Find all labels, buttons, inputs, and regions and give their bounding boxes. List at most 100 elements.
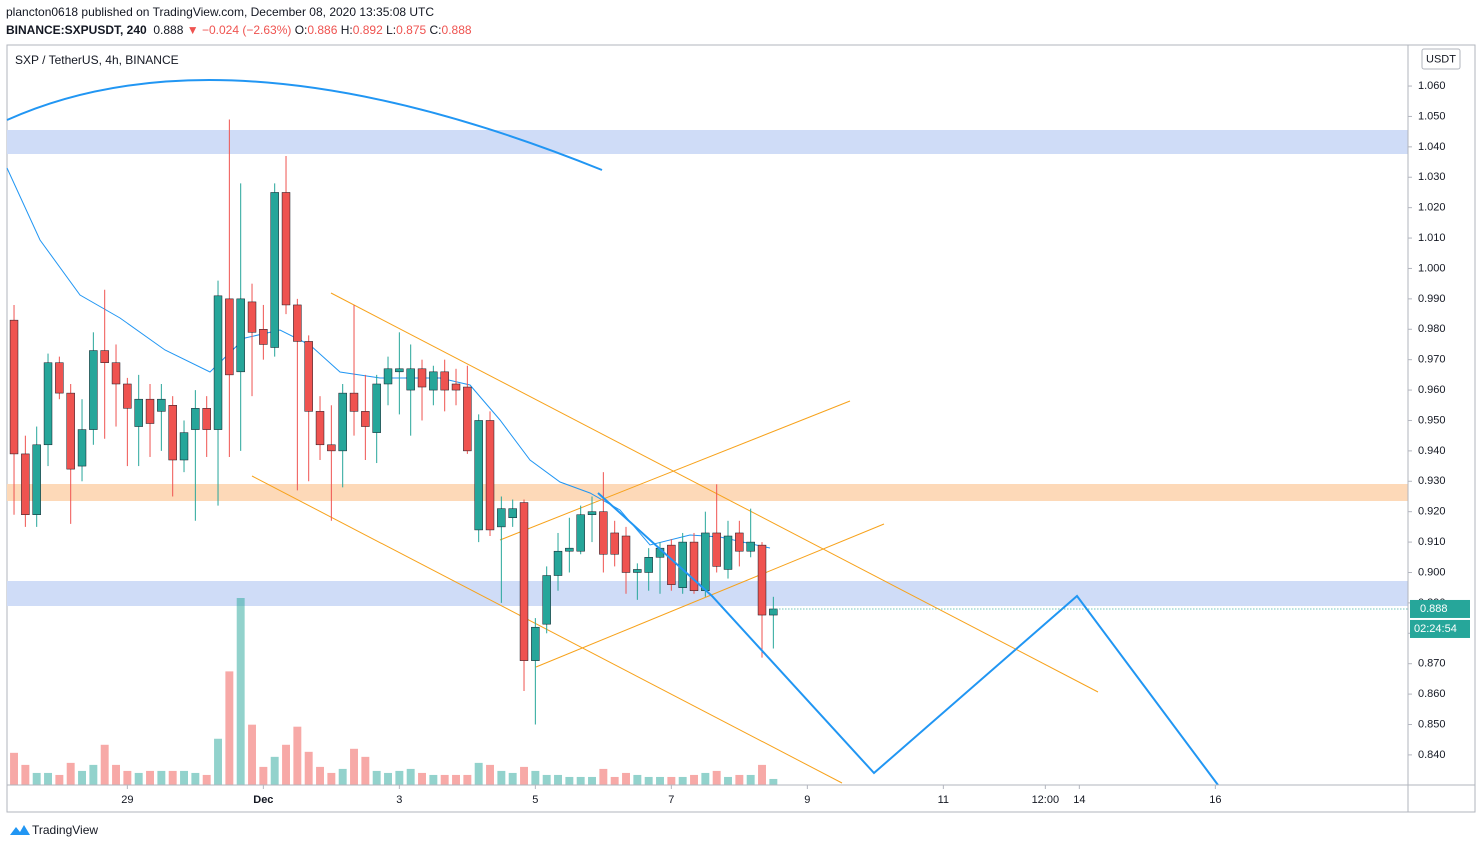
volume-bar xyxy=(542,774,551,785)
candle-body xyxy=(565,547,574,552)
change: ▼ −0.024 (−2.63%) xyxy=(186,23,292,37)
volume-bar xyxy=(588,776,596,785)
y-tick-label: 0.840 xyxy=(1418,749,1446,761)
candle-body xyxy=(111,362,121,385)
quote-line: BINANCE:SXPUSDT, 240 0.888 ▼ −0.024 (−2.… xyxy=(6,23,472,37)
candle-body xyxy=(100,350,109,363)
volume-bar xyxy=(78,770,86,785)
y-tick-label: 0.970 xyxy=(1418,354,1446,366)
volume-bar xyxy=(112,764,120,785)
volume-bar xyxy=(338,768,347,785)
volume-bar xyxy=(361,756,370,785)
candle-body xyxy=(429,371,438,391)
candle-body xyxy=(610,532,619,555)
candle-body xyxy=(9,319,19,455)
chart: 0.8400.8500.8600.8700.8800.8900.9000.910… xyxy=(6,44,1476,813)
ohlc-label: O: xyxy=(294,23,308,37)
candle-body xyxy=(168,405,177,461)
volume-bar xyxy=(576,776,585,785)
volume-bar xyxy=(531,770,540,785)
candle-body xyxy=(123,383,132,409)
ohlc-value: 0.886 xyxy=(307,23,338,37)
volume-bar xyxy=(180,770,188,785)
volume-bar xyxy=(202,774,211,785)
x-tick-label: 29 xyxy=(121,794,133,806)
candle-body xyxy=(542,575,551,625)
candle-body xyxy=(361,411,370,427)
y-tick-label: 0.910 xyxy=(1418,536,1446,548)
y-tick-label: 0.960 xyxy=(1418,384,1446,396)
x-tick-label: 14 xyxy=(1073,794,1085,806)
volume-bar xyxy=(384,772,392,785)
volume-bar xyxy=(395,770,404,785)
resistance-zone xyxy=(7,130,1408,154)
y-tick-label: 0.870 xyxy=(1418,658,1446,670)
candle-body xyxy=(576,514,585,552)
volume-bar xyxy=(157,770,166,785)
candle-body xyxy=(757,544,767,616)
volume-bar xyxy=(259,766,268,785)
candle-body xyxy=(735,532,744,552)
x-tick-label: 7 xyxy=(668,794,674,806)
volume-bar xyxy=(690,774,698,785)
volume-bar xyxy=(429,774,438,785)
candle-body xyxy=(463,386,472,452)
candle-body xyxy=(395,368,404,373)
candle-body xyxy=(179,432,189,461)
volume-bar xyxy=(644,776,653,785)
pivot-zone xyxy=(7,484,1408,501)
volume-bar xyxy=(667,776,676,785)
volume-bar xyxy=(293,726,302,785)
candle-body xyxy=(281,192,291,306)
candle-body xyxy=(712,532,721,567)
candle-body xyxy=(417,368,427,388)
volume-bar xyxy=(735,774,744,785)
candle-body xyxy=(519,502,529,661)
volume-bar xyxy=(66,762,75,785)
volume-bar xyxy=(418,772,426,785)
trend-line xyxy=(499,400,851,541)
y-tick-label: 1.020 xyxy=(1418,202,1446,214)
candle-body xyxy=(43,362,53,446)
ohlc-value: 0.875 xyxy=(396,23,427,37)
candle-body xyxy=(55,362,64,394)
y-tick-label: 1.000 xyxy=(1418,262,1446,274)
y-tick-label: 0.990 xyxy=(1418,293,1446,305)
volume-bar xyxy=(520,766,528,785)
long-ma xyxy=(6,79,603,171)
volume-bar xyxy=(508,772,517,785)
candle-body xyxy=(372,383,381,433)
candle-body xyxy=(621,535,631,573)
price: 0.888 xyxy=(153,23,184,37)
candle-body xyxy=(157,398,166,412)
volume-bar xyxy=(633,774,642,785)
candle-body xyxy=(259,329,268,345)
y-tick-label: 1.010 xyxy=(1418,232,1446,244)
volume-bar xyxy=(746,774,755,785)
ohlc: O:0.886 H:0.892 L:0.875 C:0.888 xyxy=(291,23,472,37)
volume-bar xyxy=(10,752,18,785)
y-tick-label: 1.030 xyxy=(1418,171,1446,183)
ohlc-label: L: xyxy=(386,23,397,37)
volume-bar xyxy=(497,770,506,785)
candle-body xyxy=(338,392,347,452)
y-tick-label: 0.860 xyxy=(1418,688,1446,700)
volume-bar xyxy=(146,770,154,785)
published-line: plancton0618 published on TradingView.co… xyxy=(6,5,435,19)
volume-bar xyxy=(350,748,358,785)
last-price-label: 0.888 xyxy=(1420,603,1448,615)
volume-bar xyxy=(282,744,290,785)
countdown-box xyxy=(1410,619,1470,638)
candle-body xyxy=(293,304,302,342)
trend-lines xyxy=(251,292,1099,784)
volume-bar xyxy=(452,774,460,785)
volume-bar xyxy=(44,772,52,785)
candle-body xyxy=(225,298,234,376)
volume-bar xyxy=(214,738,222,785)
volume-bar xyxy=(55,774,64,785)
volume-bar xyxy=(316,766,324,785)
candle-body xyxy=(236,298,245,373)
volume-bar xyxy=(100,744,109,785)
y-tick-label: 0.950 xyxy=(1418,414,1446,426)
ohlc-label: H: xyxy=(340,23,353,37)
